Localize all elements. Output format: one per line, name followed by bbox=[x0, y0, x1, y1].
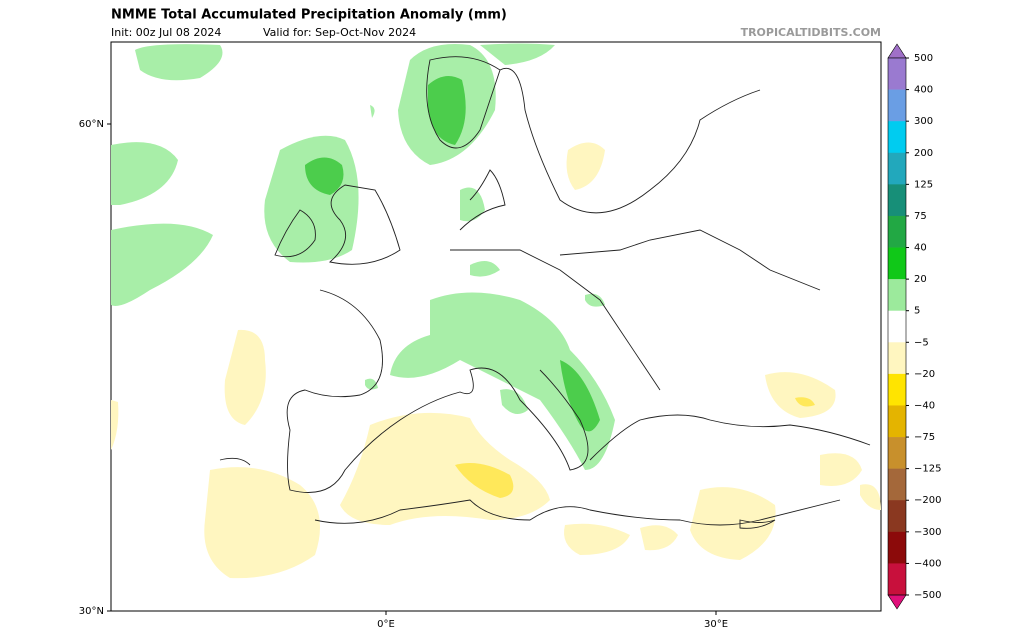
colorbar-label: −300 bbox=[914, 527, 941, 538]
map bbox=[110, 41, 882, 612]
colorbar-frame bbox=[887, 57, 907, 596]
colorbar-segment bbox=[888, 279, 906, 312]
colorbar-label: 40 bbox=[914, 243, 927, 254]
colorbar-segment bbox=[888, 121, 906, 154]
colorbar-segment bbox=[888, 373, 906, 406]
colorbar-label: −5 bbox=[914, 337, 929, 348]
colorbar-segment bbox=[888, 152, 906, 185]
colorbar-segment bbox=[888, 500, 906, 533]
colorbar-segment bbox=[888, 310, 906, 343]
colorbar-label: 500 bbox=[914, 53, 933, 64]
colorbar-label: 125 bbox=[914, 179, 933, 190]
colorbar-segment bbox=[888, 468, 906, 501]
drier-core bbox=[455, 397, 815, 498]
axes: 60°N 30°N 0°E 30°E bbox=[79, 119, 728, 630]
colorbar-label: 75 bbox=[914, 211, 927, 222]
init-time: Init: 00z Jul 08 2024 bbox=[111, 26, 221, 39]
title: NMME Total Accumulated Precipitation Ano… bbox=[111, 8, 507, 23]
colorbar-segment bbox=[888, 563, 906, 596]
colorbar-label: −500 bbox=[914, 590, 941, 601]
colorbar-label: 20 bbox=[914, 274, 927, 285]
colorbar-label: 5 bbox=[914, 306, 920, 317]
colorbar-extend-top bbox=[887, 43, 907, 59]
colorbar-segment bbox=[888, 58, 906, 90]
lat-label: 30°N bbox=[79, 606, 104, 617]
colorbar-label: −200 bbox=[914, 495, 941, 506]
colorbar-label: 200 bbox=[914, 148, 933, 159]
colorbar-label: −125 bbox=[914, 464, 941, 475]
lon-label: 30°E bbox=[704, 619, 728, 630]
source: TROPICALTIDBITS.COM bbox=[741, 26, 881, 39]
colorbar-segment bbox=[888, 215, 906, 248]
colorbar-label: −20 bbox=[914, 369, 935, 380]
colorbar: 500 400 300 200 125 75 40 20 5 −5 −20 −40 −75 −125 −20… bbox=[887, 43, 941, 610]
colorbar-segment bbox=[888, 531, 906, 564]
colorbar-label: −40 bbox=[914, 400, 935, 411]
colorbar-segment bbox=[888, 437, 906, 469]
colorbar-segment bbox=[888, 405, 906, 438]
colorbar-segment bbox=[888, 184, 906, 217]
colorbar-label: 400 bbox=[914, 85, 933, 96]
dry-anomalies bbox=[111, 142, 881, 579]
colorbar-segment bbox=[888, 342, 906, 375]
colorbar-label: −400 bbox=[914, 558, 941, 569]
coastlines bbox=[219, 56, 871, 529]
lon-label: 0°E bbox=[377, 619, 395, 630]
valid-time: Valid for: Sep-Oct-Nov 2024 bbox=[263, 26, 416, 39]
wetter-core bbox=[305, 76, 600, 432]
colorbar-extend-bottom bbox=[887, 594, 907, 610]
lat-label: 60°N bbox=[79, 119, 104, 130]
colorbar-label: 300 bbox=[914, 116, 933, 127]
colorbar-label: −75 bbox=[914, 432, 935, 443]
colorbar-segment bbox=[888, 89, 906, 122]
colorbar-segment bbox=[888, 247, 906, 280]
